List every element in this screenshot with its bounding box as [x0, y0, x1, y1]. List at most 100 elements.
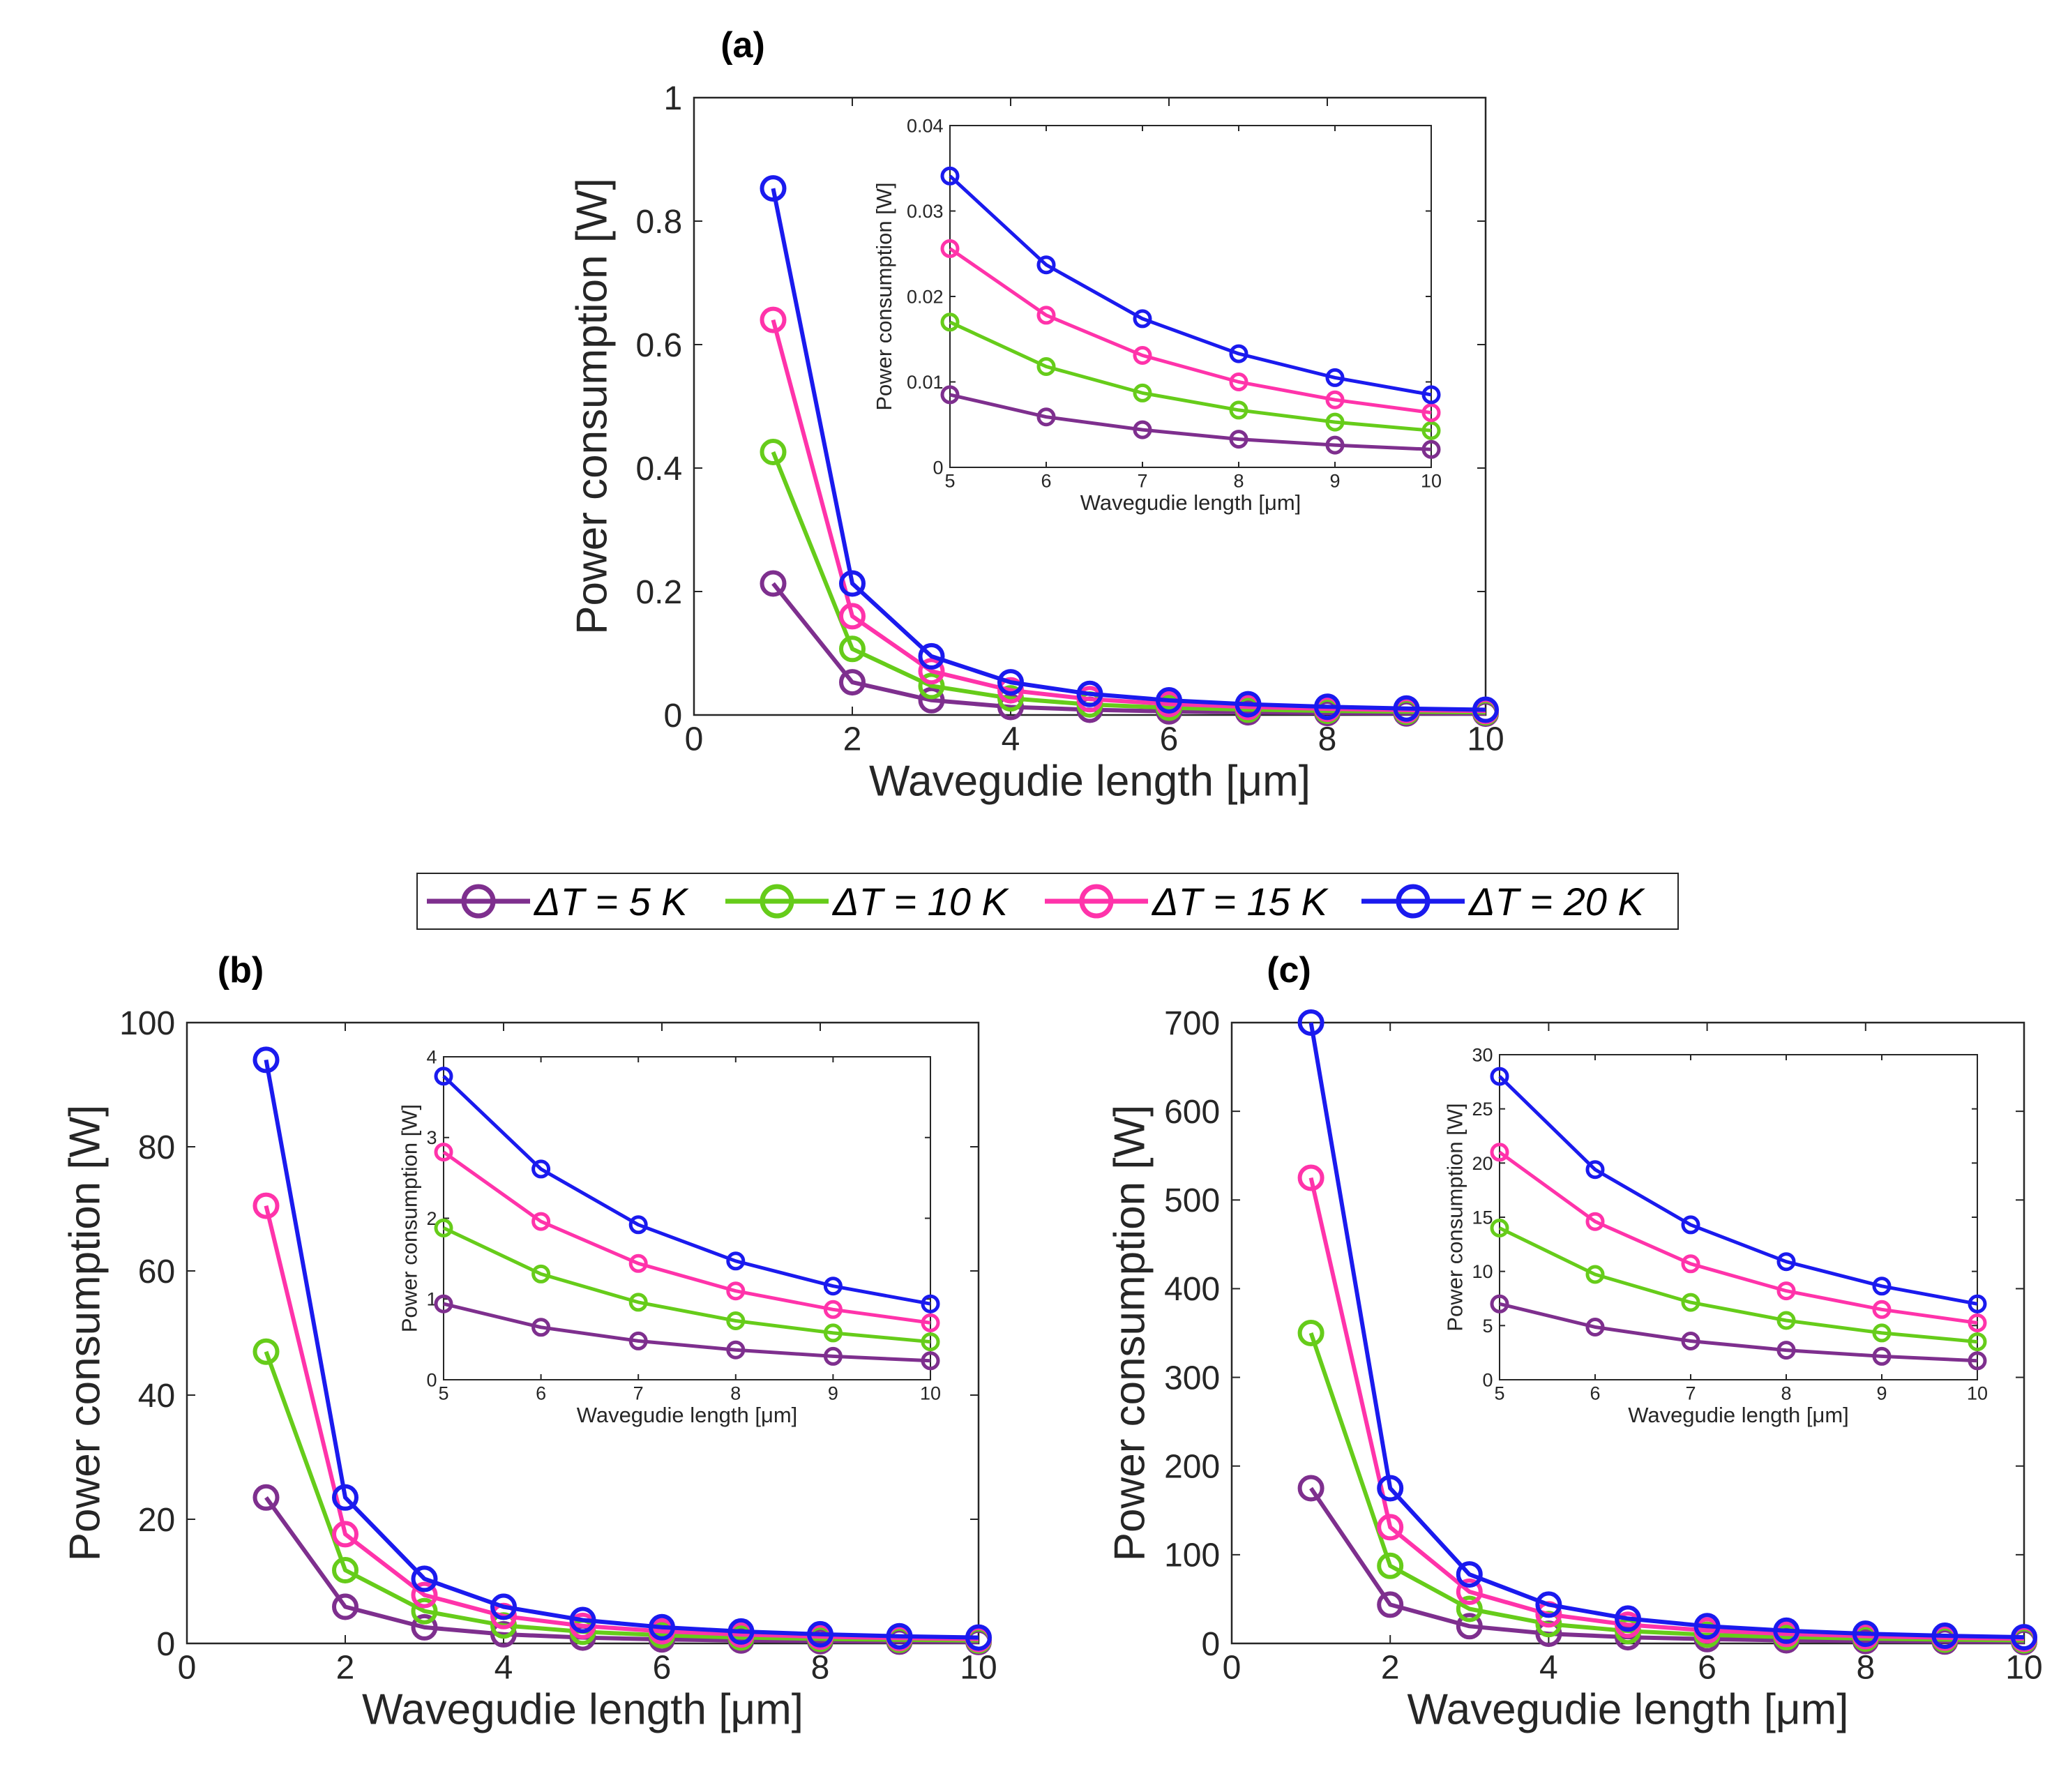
inset-data-point-5k	[940, 385, 960, 405]
inset-data-point-10k	[823, 1323, 843, 1343]
legend-marker-10k	[760, 884, 794, 919]
main-x-tick-label: 10	[960, 1649, 997, 1686]
inset-y-tick-label: 0.04	[907, 115, 944, 136]
main-data-point-10k	[760, 439, 787, 465]
main-data-point-20k	[1076, 680, 1103, 707]
main-data-point-10k	[1456, 1595, 1483, 1622]
inset-x-tick-label: 5	[1494, 1383, 1504, 1403]
inset-y-tick-label: 10	[1472, 1261, 1493, 1282]
inset-data-point-20k	[1968, 1294, 1987, 1313]
inset-data-point-10k	[1421, 421, 1441, 440]
inset-data-point-15k	[1585, 1212, 1605, 1231]
inset-data-point-15k	[1133, 346, 1152, 365]
main-data-point-15k	[332, 1521, 358, 1548]
main-data-point-15k	[252, 1192, 280, 1219]
inset-data-point-15k	[1036, 306, 1056, 325]
inset-y-tick-label: 2	[427, 1208, 437, 1229]
main-y-axis-label: Power consumption [W]	[568, 178, 617, 635]
inset-series-10k	[434, 1218, 940, 1352]
main-data-point-20k	[569, 1606, 596, 1634]
main-x-axis-label: Wavegudie length [μm]	[869, 758, 1311, 806]
main-y-tick-label: 100	[1164, 1537, 1220, 1574]
inset-y-tick-label: 5	[1483, 1316, 1493, 1337]
inset-series-5k	[940, 385, 1441, 459]
main-series-20k	[760, 175, 1499, 723]
main-x-tick-label: 6	[1698, 1649, 1716, 1686]
inset-series-line-15k	[442, 1150, 931, 1325]
main-data-point-20k	[886, 1622, 913, 1650]
inset-data-point-5k	[1421, 439, 1441, 459]
main-y-axis-label: Power consumption [W]	[61, 1105, 110, 1562]
main-x-tick-label: 2	[336, 1649, 355, 1686]
main-data-point-20k	[1377, 1475, 1404, 1502]
inset-series-10k	[1490, 1219, 1987, 1352]
main-y-tick-label: 0.6	[635, 327, 682, 364]
main-data-point-15k	[1297, 1164, 1324, 1191]
legend-entry-5k: ΔT = 5 K	[427, 880, 689, 924]
inset-x-tick-label: 8	[1233, 470, 1244, 491]
inset-data-point-15k	[628, 1253, 648, 1273]
inset-data-point-5k	[1325, 435, 1345, 455]
main-data-point-10k	[1377, 1552, 1404, 1579]
inset-data-point-10k	[628, 1293, 648, 1312]
inset-y-tick-label: 25	[1472, 1099, 1493, 1120]
main-series-line-20k	[771, 188, 1486, 712]
inset-data-point-20k	[1681, 1215, 1700, 1235]
inset-x-tick-label: 6	[1041, 470, 1051, 491]
main-data-point-20k	[332, 1484, 358, 1511]
inset-x-tick-label: 6	[1590, 1383, 1600, 1403]
inset-data-point-20k	[1490, 1067, 1509, 1086]
main-data-point-5k	[252, 1484, 280, 1511]
inset-data-point-10k	[1490, 1219, 1509, 1237]
inset-data-point-5k	[1133, 420, 1152, 439]
main-x-tick-label: 6	[1160, 721, 1179, 758]
main-y-tick-label: 0.8	[635, 204, 682, 241]
main-x-tick-label: 10	[1467, 721, 1504, 758]
inset-y-tick-label: 0.03	[907, 201, 944, 222]
inset-data-point-20k	[1776, 1252, 1796, 1272]
main-data-point-20k	[1456, 1561, 1483, 1588]
inset-series-10k	[940, 313, 1441, 440]
inset-data-point-5k	[1872, 1346, 1892, 1366]
inset-x-axis-label: Wavegudie length [μm]	[1628, 1403, 1849, 1427]
inset-data-point-20k	[921, 1294, 940, 1313]
inset-x-tick-label: 5	[438, 1383, 448, 1403]
main-data-point-20k	[1535, 1591, 1562, 1618]
main-data-point-20k	[727, 1618, 755, 1645]
legend-marker-15k	[1079, 884, 1114, 919]
main-data-point-20k	[839, 570, 866, 597]
main-data-point-10k	[997, 685, 1024, 712]
inset-data-point-10k	[921, 1332, 940, 1352]
panel-label-c: (c)	[1267, 950, 1311, 991]
main-y-tick-label: 60	[138, 1253, 175, 1290]
inset-data-point-15k	[823, 1300, 843, 1319]
main-x-tick-label: 2	[843, 721, 862, 758]
inset-data-point-10k	[1229, 400, 1248, 420]
inset-data-point-10k	[1968, 1332, 1987, 1352]
main-x-tick-label: 4	[1002, 721, 1020, 758]
inset-plot-area	[949, 125, 1432, 468]
inset-series-5k	[1490, 1294, 1987, 1371]
inset-data-point-15k	[1325, 390, 1345, 409]
legend-entry-15k: ΔT = 15 K	[1045, 880, 1329, 924]
main-data-point-20k	[1156, 687, 1182, 714]
inset-x-tick-label: 10	[1421, 470, 1442, 491]
legend: ΔT = 5 K ΔT = 10 K ΔT = 15 K ΔT = 20 K	[416, 873, 1679, 930]
inset-data-point-5k	[726, 1340, 746, 1360]
inset-data-point-15k	[921, 1313, 940, 1332]
inset-data-point-20k	[1036, 255, 1056, 275]
main-y-tick-label: 100	[119, 1005, 175, 1042]
main-series-line-5k	[1309, 1486, 2025, 1644]
inset-series-5k	[434, 1294, 940, 1371]
inset-x-tick-label: 7	[633, 1383, 644, 1403]
main-data-point-20k	[997, 669, 1024, 696]
inset-data-point-10k	[1133, 383, 1152, 402]
main-data-point-10k	[252, 1338, 280, 1365]
main-y-tick-label: 0.2	[635, 574, 682, 611]
main-y-tick-label: 0	[663, 698, 682, 735]
panel-label-a: (a)	[720, 25, 765, 66]
inset-x-tick-label: 9	[828, 1383, 838, 1403]
inset-data-point-10k	[1872, 1323, 1892, 1343]
